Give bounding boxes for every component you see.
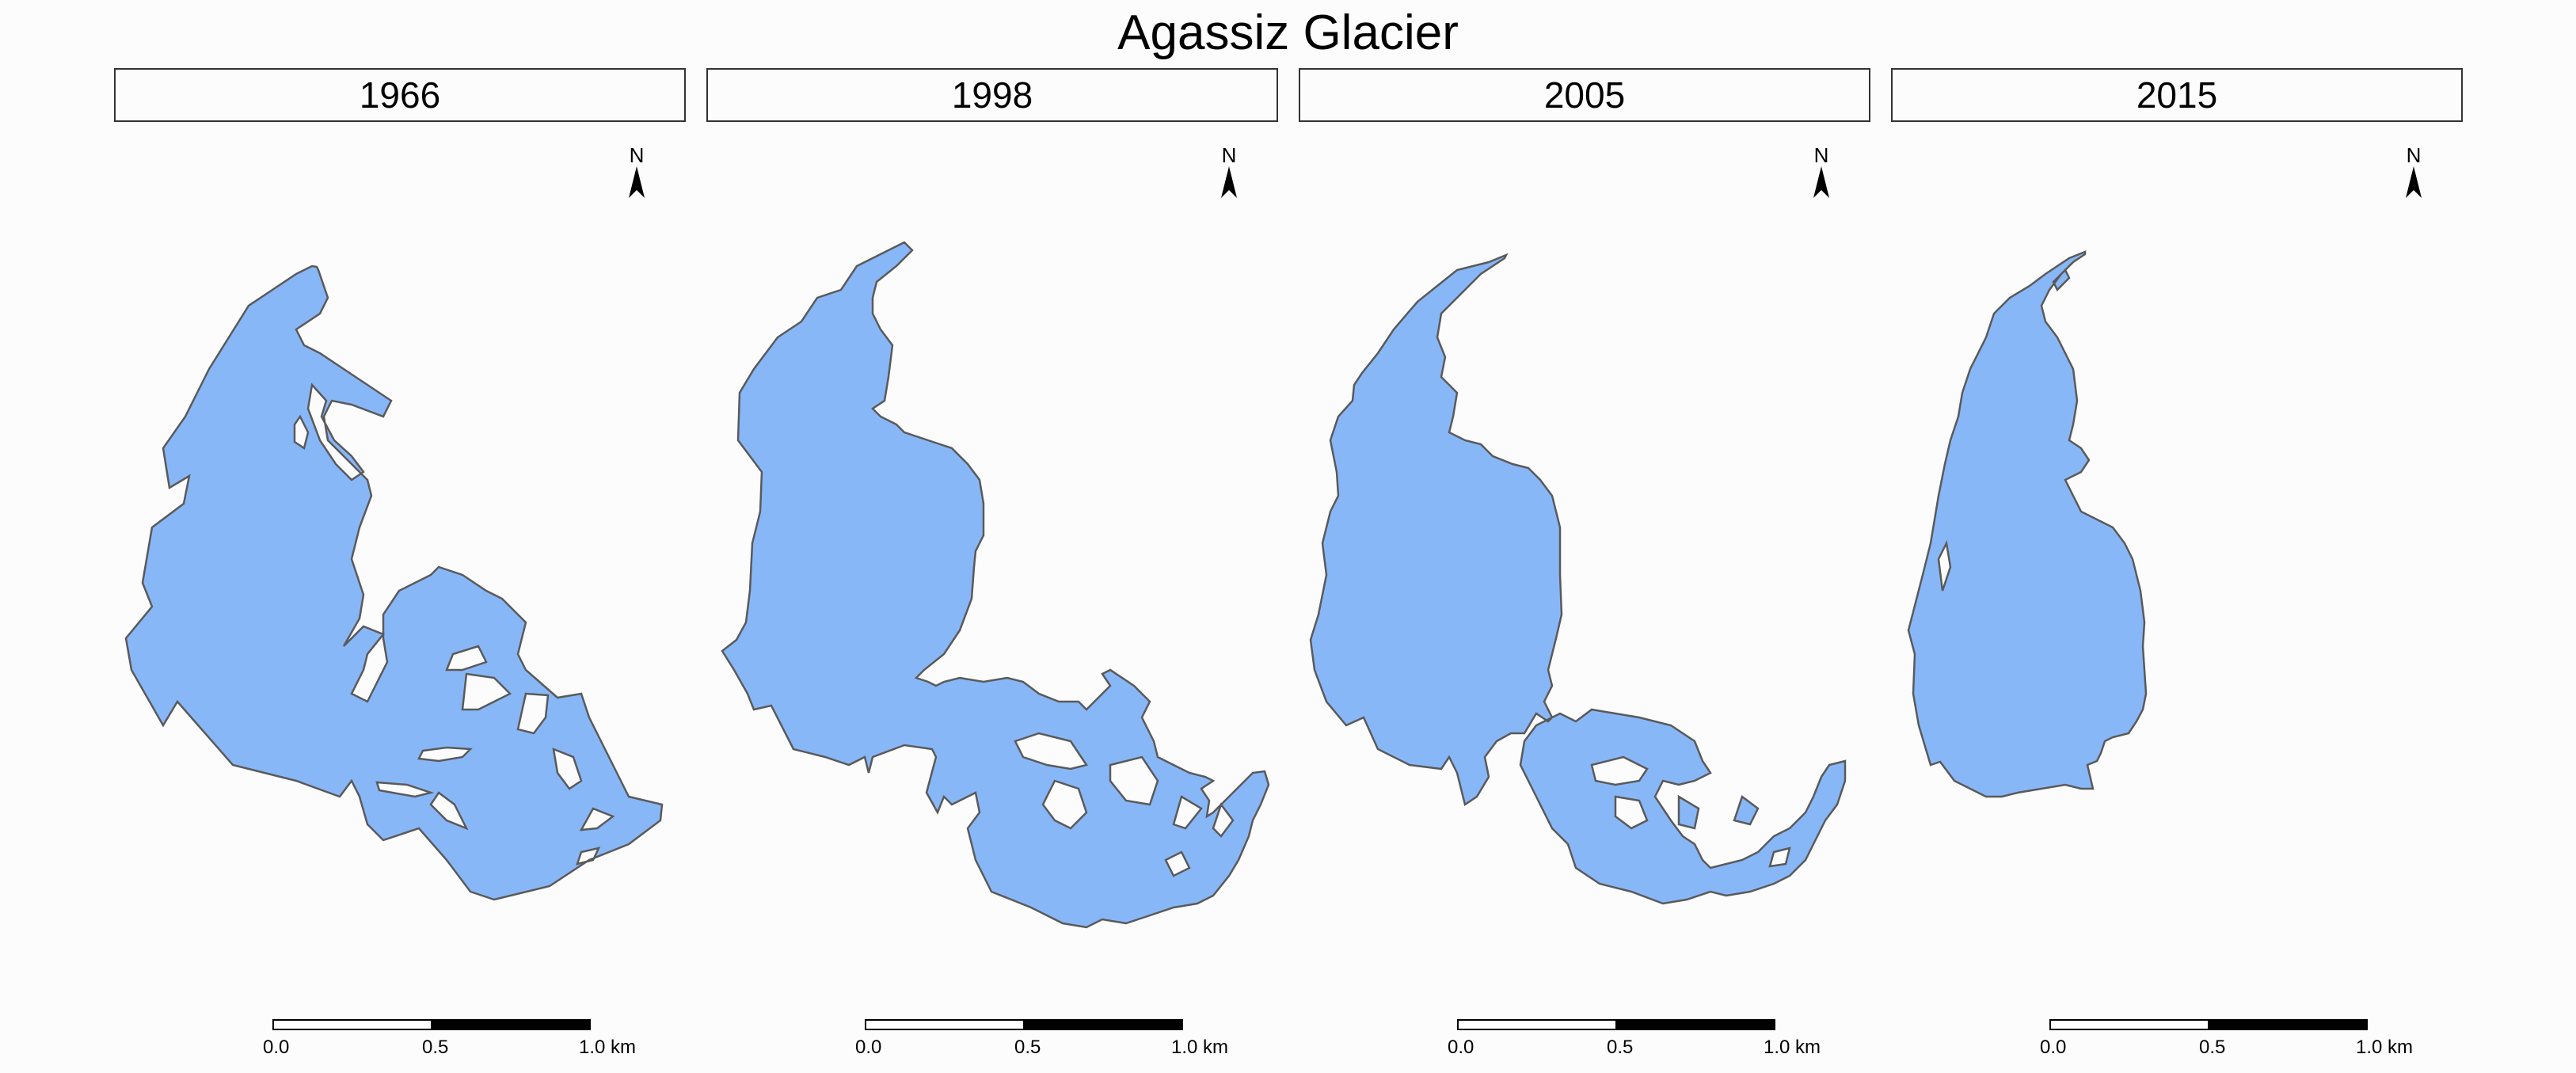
scale-label: 0.5 (422, 1037, 449, 1058)
panel-strip-1998: 1998 (706, 68, 1278, 122)
panel-strip-2005: 2005 (1299, 68, 1870, 122)
scale-label: 0.0 (855, 1037, 882, 1058)
north-label: N (1221, 143, 1237, 167)
glacier-outline-1998 (721, 241, 1270, 929)
scale-bar-segment (2049, 1019, 2209, 1030)
map-panel-2015: 2015 N 0.0 0.5 1.0 km (1891, 68, 2463, 1058)
scale-bar-segment (865, 1019, 1025, 1030)
panel-strip-1966: 1966 (114, 68, 686, 122)
scale-bar-segment (1457, 1019, 1617, 1030)
scale-label: 1.0 km (1764, 1037, 1821, 1058)
scale-bar-segment (431, 1019, 591, 1030)
map-panel-1998: 1998 N 0.0 0.5 1.0 km (706, 68, 1278, 1058)
scale-bar: 0.0 0.5 1.0 km (2040, 1019, 2445, 1067)
scale-label: 1.0 km (1171, 1037, 1229, 1058)
north-label: N (629, 143, 645, 167)
north-arrow-icon (1221, 166, 1237, 198)
north-label: N (1813, 143, 1829, 167)
scale-label: 0.5 (2199, 1037, 2226, 1058)
north-arrow-icon (1813, 166, 1829, 198)
scale-label: 0.0 (1448, 1037, 1474, 1058)
scale-bar: 0.0 0.5 1.0 km (855, 1019, 1261, 1067)
north-arrow-icon (629, 166, 645, 198)
scale-bar-segment (2208, 1019, 2368, 1030)
scale-bar-segment (1615, 1019, 1775, 1030)
scale-bar: 0.0 0.5 1.0 km (1448, 1019, 1853, 1067)
north-arrow: N (621, 144, 653, 200)
scale-label: 0.0 (263, 1037, 290, 1058)
glacier-outline-1966 (124, 264, 664, 901)
map-panel-1966: 1966 N 0.0 0.5 1.0 km (114, 68, 686, 1058)
scale-bar-segment (272, 1019, 432, 1030)
panel-strip-2015: 2015 (1891, 68, 2463, 122)
north-arrow: N (1213, 144, 1245, 200)
scale-bar-segment (1023, 1019, 1183, 1030)
scale-label: 1.0 km (579, 1037, 637, 1058)
north-arrow: N (1805, 144, 1837, 200)
scale-label: 0.0 (2040, 1037, 2067, 1058)
scale-label: 1.0 km (2356, 1037, 2414, 1058)
figure-title: Agassiz Glacier (1117, 6, 1459, 60)
scale-label: 0.5 (1014, 1037, 1041, 1058)
scale-bar: 0.0 0.5 1.0 km (263, 1019, 668, 1067)
north-arrow: N (2398, 144, 2430, 200)
scale-label: 0.5 (1607, 1037, 1634, 1058)
glacier-outline-2005 (1309, 253, 1847, 905)
north-label: N (2406, 143, 2422, 167)
map-panel-2005: 2005 N 0.0 0.5 1.0 km (1299, 68, 1870, 1058)
glacier-outline-2015 (1907, 250, 2148, 798)
north-arrow-icon (2406, 166, 2422, 198)
